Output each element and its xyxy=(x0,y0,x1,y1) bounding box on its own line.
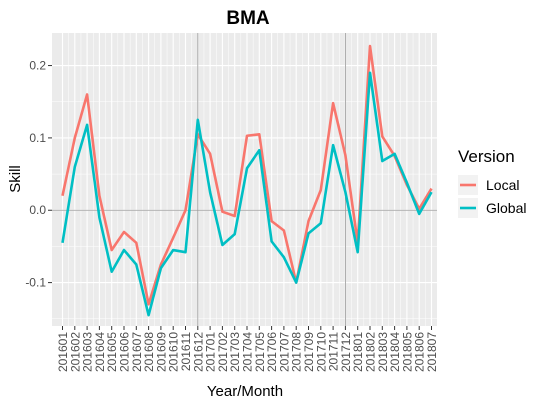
x-tick-label: 201708 xyxy=(290,332,304,372)
y-tick-label: -0.1 xyxy=(25,276,46,290)
x-tick-label: 201705 xyxy=(253,332,267,372)
x-tick-label: 201606 xyxy=(118,332,132,372)
legend-title: Version xyxy=(458,147,515,166)
x-tick-label: 201707 xyxy=(277,332,291,372)
x-tick-label: 201701 xyxy=(204,332,218,372)
x-tick-label: 201711 xyxy=(327,332,341,371)
x-tick-label: 201709 xyxy=(302,332,316,372)
y-axis-title: Skill xyxy=(7,165,24,193)
x-tick-label: 201609 xyxy=(154,332,168,372)
x-tick-label: 201603 xyxy=(81,332,95,372)
x-tick-label: 201611 xyxy=(179,332,193,371)
x-tick-label: 201601 xyxy=(56,332,70,372)
legend: Version Local Global xyxy=(458,147,526,218)
legend-label-local: Local xyxy=(486,177,519,193)
x-tick-label: 201703 xyxy=(228,332,242,372)
chart-title: BMA xyxy=(226,8,270,29)
series-lines xyxy=(61,44,433,317)
x-tick-label: 201807 xyxy=(425,332,439,372)
y-axis: -0.1 0.0 0.1 0.2 xyxy=(25,59,52,290)
x-axis-title: Year/Month xyxy=(207,383,283,400)
x-axis: 2016012016022016032016042016052016062016… xyxy=(56,326,439,372)
x-tick-label: 201805 xyxy=(400,332,414,372)
x-tick-label: 201806 xyxy=(413,332,427,372)
x-tick-label: 201604 xyxy=(93,332,107,372)
x-tick-label: 201712 xyxy=(339,332,353,372)
x-tick-label: 201602 xyxy=(68,332,82,372)
y-tick-label: 0.1 xyxy=(29,131,46,145)
x-tick-label: 201612 xyxy=(191,332,205,372)
x-tick-label: 201802 xyxy=(364,332,378,372)
reference-lines xyxy=(52,33,437,326)
x-tick-label: 201608 xyxy=(142,332,156,372)
legend-label-global: Global xyxy=(486,200,526,216)
series-line-local xyxy=(61,44,433,306)
x-tick-label: 201804 xyxy=(388,332,402,372)
series-line-global xyxy=(61,71,433,317)
x-tick-label: 201801 xyxy=(351,332,365,372)
x-tick-label: 201702 xyxy=(216,332,230,372)
x-tick-label: 201605 xyxy=(105,332,119,372)
y-tick-label: 0.2 xyxy=(29,59,46,73)
x-tick-label: 201607 xyxy=(130,332,144,372)
y-tick-label: 0.0 xyxy=(29,203,46,217)
x-tick-label: 201710 xyxy=(314,332,328,372)
x-tick-label: 201706 xyxy=(265,332,279,372)
x-tick-label: 201803 xyxy=(376,332,390,372)
x-tick-label: 201704 xyxy=(241,332,255,372)
x-tick-label: 201610 xyxy=(167,332,181,372)
